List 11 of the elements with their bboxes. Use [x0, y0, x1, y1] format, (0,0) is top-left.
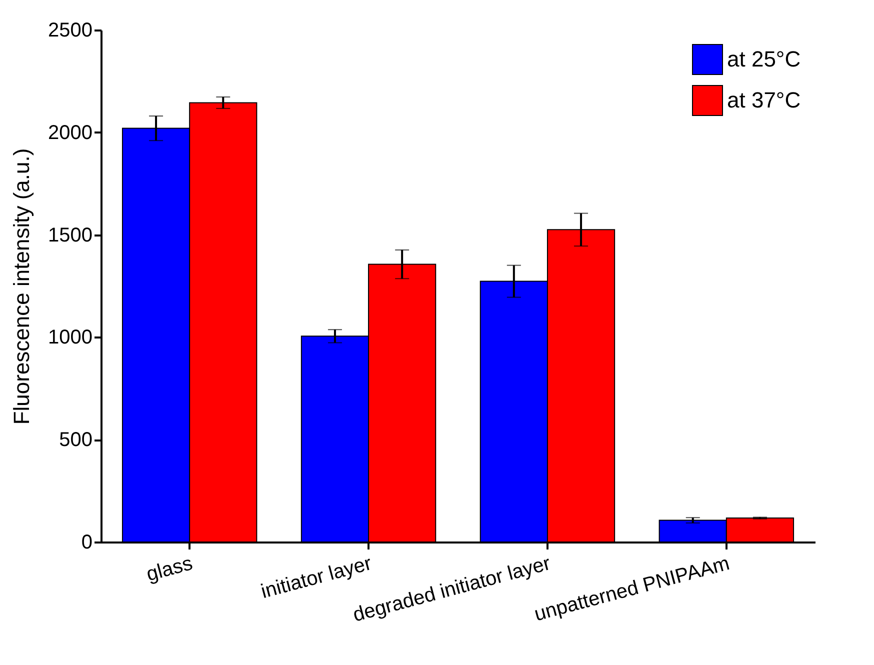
- y-tick-label: 500: [59, 429, 92, 452]
- legend-label: at 25°C: [727, 46, 801, 72]
- x-tick-label: initiator layer: [258, 552, 374, 604]
- y-tick-label: 2000: [48, 122, 92, 144]
- x-tick-label: glass: [144, 552, 196, 586]
- y-axis-title: Fluorescence intensity (a.u.): [9, 148, 34, 425]
- legend-label: at 37°C: [727, 88, 801, 112]
- y-tick-label: 2500: [48, 20, 92, 42]
- y-tick-label: 1500: [48, 224, 92, 246]
- y-tick-label: 0: [81, 532, 92, 554]
- y-tick-label: 1000: [48, 326, 92, 349]
